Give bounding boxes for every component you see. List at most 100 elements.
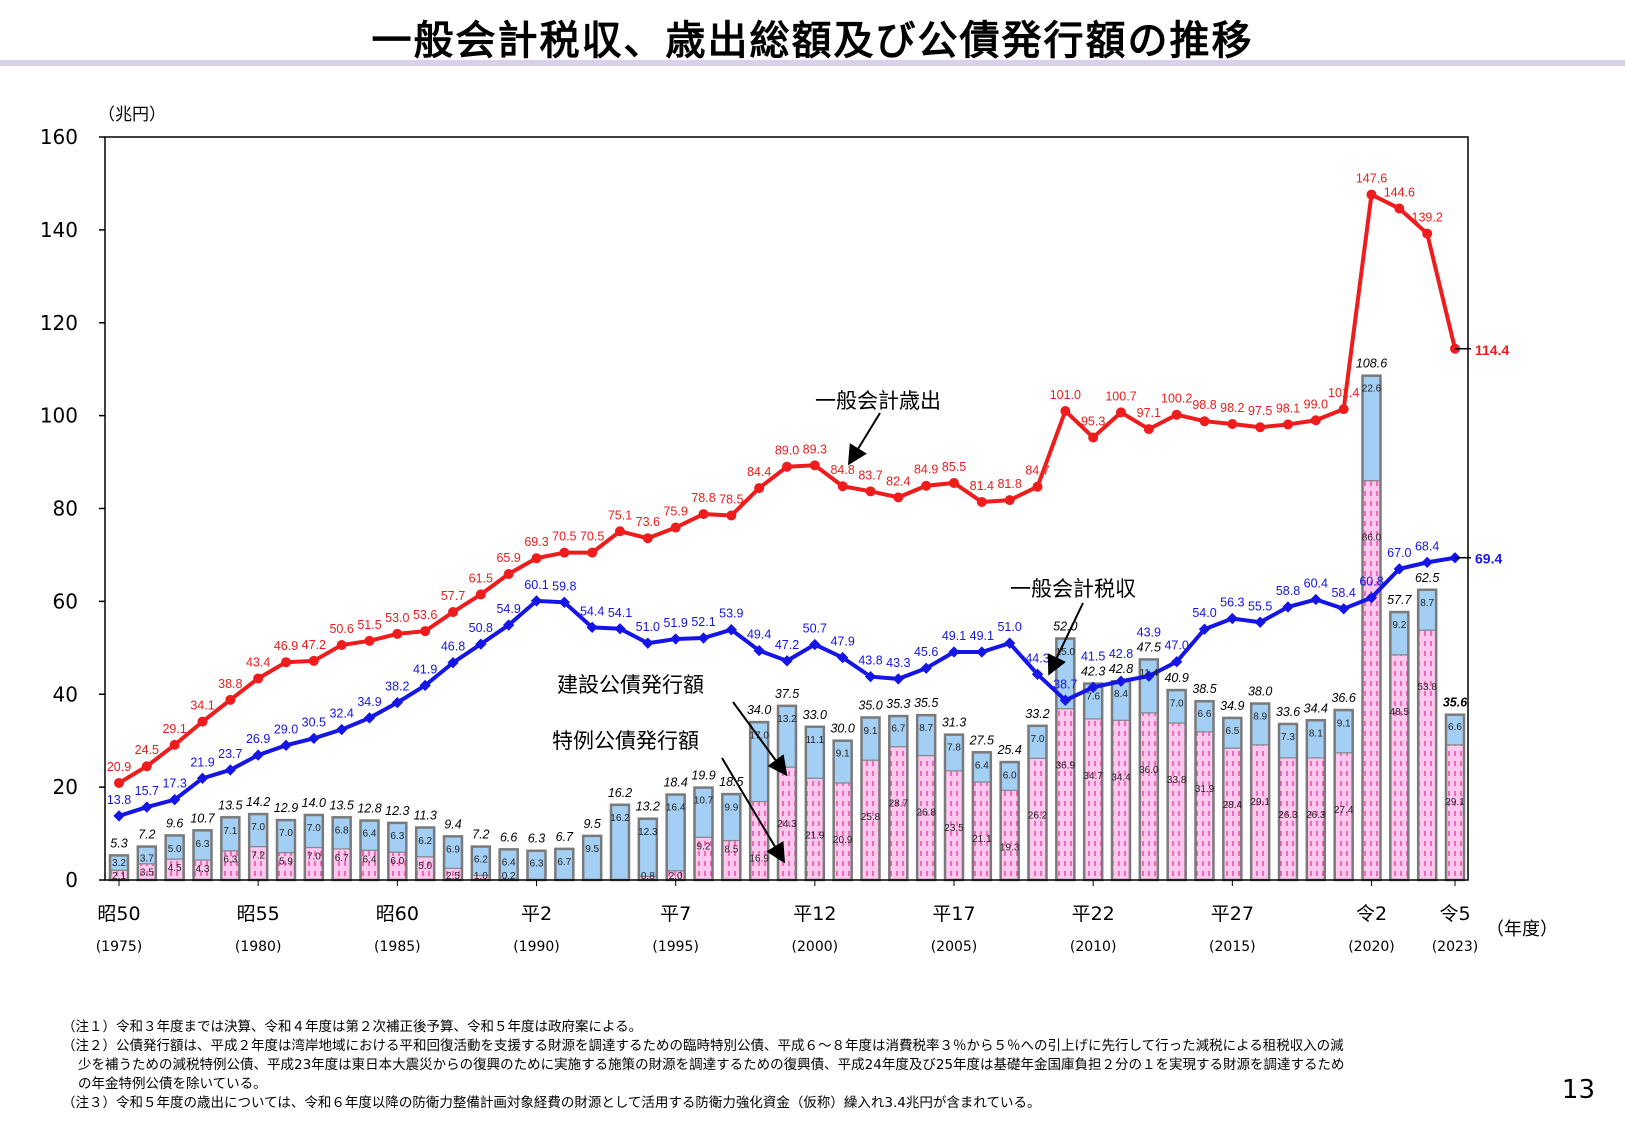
tax-revenue-label: 49.1 — [970, 629, 994, 643]
bar-total-label: 47.5 — [1137, 640, 1161, 654]
expenditure-point — [1227, 418, 1238, 429]
expenditure-point — [253, 673, 264, 684]
arrow-expenditure — [847, 412, 881, 466]
bar-total-label: 13.5 — [218, 798, 242, 812]
bar-construction-label: 8.7 — [1420, 598, 1434, 609]
y-tick-label: 0 — [65, 868, 78, 892]
tax-revenue-label: 45.6 — [914, 645, 938, 659]
tax-revenue-point — [169, 794, 181, 806]
expenditure-label: 100.7 — [1105, 389, 1136, 403]
bar-total-label: 42.8 — [1109, 662, 1133, 676]
x-tick-year-label: (2000) — [792, 939, 839, 955]
bar-special-bond — [805, 777, 825, 881]
expenditure-label: 139.2 — [1412, 211, 1443, 225]
expenditure-point — [308, 655, 319, 666]
bar-special-label: 2.1 — [112, 871, 126, 882]
expenditure-point — [1199, 416, 1210, 427]
bar-special-bond — [1111, 719, 1131, 881]
bar-special-bond — [1167, 722, 1187, 881]
expenditure-point — [865, 486, 876, 497]
footnote-2-cont2: の年金特例公債を除いている。 — [78, 1076, 267, 1092]
tax-revenue-label: 51.0 — [997, 620, 1021, 634]
bar-construction-label: 6.6 — [1448, 722, 1462, 733]
bar-total-label: 9.5 — [583, 817, 600, 831]
expenditure-point — [503, 568, 514, 579]
expenditure-label: 82.4 — [886, 474, 910, 488]
expenditure-point — [1338, 404, 1349, 415]
tax-revenue-label: 38.2 — [385, 680, 409, 694]
bar-construction-bond — [1250, 702, 1270, 746]
bar-total-label: 12.8 — [357, 802, 381, 816]
expenditure-label: 29.1 — [162, 722, 186, 736]
bar-special-label: 5.0 — [418, 861, 432, 872]
bar-construction-bond — [582, 835, 602, 881]
tax-revenue-point — [141, 801, 153, 813]
bar-special-label: 48.5 — [1390, 707, 1410, 718]
tax-revenue-label: 26.9 — [246, 732, 270, 746]
bar-construction-bond — [1389, 611, 1409, 656]
x-tick-era-label: 平2 — [521, 903, 552, 925]
bar-construction-label: 7.3 — [1281, 732, 1295, 743]
bar-special-label: 9.2 — [697, 841, 711, 852]
expenditure-label: 65.9 — [496, 551, 520, 565]
tax-revenue-point — [976, 646, 988, 658]
x-tick-era-label: 平27 — [1211, 903, 1254, 925]
bar-construction-label: 6.3 — [390, 831, 404, 842]
bar-construction-bond — [860, 717, 881, 761]
tax-revenue-point — [1310, 593, 1322, 606]
bar-special-label: 21.9 — [805, 830, 825, 841]
bar-construction-label: 6.6 — [1198, 709, 1212, 720]
bar-special-label: 6.4 — [363, 854, 377, 865]
bar-total-label: 34.0 — [747, 703, 771, 717]
bar-special-label: 23.5 — [944, 823, 964, 834]
bar-construction-label: 6.4 — [502, 857, 516, 868]
bar-special-label: 36.0 — [1139, 765, 1159, 776]
tax-revenue-point — [196, 772, 209, 784]
bar-special-bond — [972, 781, 992, 881]
tax-revenue-label: 41.5 — [1081, 650, 1105, 664]
tax-revenue-point — [837, 651, 849, 664]
bar-special-bond — [1334, 752, 1354, 881]
expenditure-point — [448, 607, 458, 618]
tax-revenue-label: 60.4 — [1304, 577, 1328, 591]
tax-revenue-point — [1198, 623, 1211, 635]
tax-revenue-label: 50.8 — [469, 621, 493, 635]
expenditure-point — [670, 522, 681, 533]
expenditure-point — [559, 547, 570, 558]
tax-revenue-label: 43.9 — [1137, 625, 1161, 639]
expenditure-label: 73.6 — [636, 515, 660, 529]
tax-revenue-point — [586, 621, 598, 634]
x-tick-era-label: 平17 — [932, 903, 975, 925]
tax-revenue-point — [475, 638, 487, 650]
tax-revenue-point — [809, 638, 821, 651]
x-tick-era-label: 昭50 — [97, 903, 140, 925]
bar-special-label: 28.7 — [889, 799, 909, 810]
expenditure-label: 101.0 — [1050, 388, 1081, 402]
bar-total-label: 6.3 — [528, 832, 545, 846]
bar-construction-label: 22.6 — [1362, 384, 1382, 395]
bar-total-label: 108.6 — [1356, 357, 1387, 371]
tax-revenue-point — [280, 739, 292, 751]
x-tick-era-label: 平12 — [793, 903, 836, 925]
footnotes: （注１）令和３年度までは決算、令和４年度は第２次補正後予算、令和５年度は政府案に… — [62, 1018, 1542, 1113]
x-tick-era-label: 令2 — [1356, 903, 1387, 925]
footnote-1: （注１）令和３年度までは決算、令和４年度は第２次補正後予算、令和５年度は政府案に… — [62, 1019, 643, 1035]
expenditure-label: 95.3 — [1081, 414, 1105, 428]
bar-total-label: 18.4 — [663, 776, 687, 790]
bar-construction-label: 16.4 — [666, 803, 686, 814]
expenditure-point — [225, 694, 236, 705]
bar-special-bond — [1389, 654, 1409, 881]
bar-construction-label: 16.2 — [610, 813, 630, 824]
bar-special-label: 21.1 — [972, 834, 992, 845]
bar-construction-label: 7.8 — [947, 743, 961, 754]
expenditure-label: 78.5 — [719, 492, 743, 506]
bar-total-label: 6.6 — [500, 830, 517, 844]
tax-revenue-label: 17.3 — [162, 777, 186, 791]
bar-construction-label: 8.7 — [919, 723, 933, 734]
bar-special-label: 24.3 — [777, 819, 797, 830]
bar-construction-label: 15.0 — [1056, 647, 1076, 658]
bar-total-label: 6.7 — [556, 830, 574, 844]
bar-special-label: 8.5 — [724, 845, 738, 856]
bar-special-bond — [1000, 789, 1020, 881]
tax-revenue-label: 42.8 — [1109, 647, 1133, 661]
